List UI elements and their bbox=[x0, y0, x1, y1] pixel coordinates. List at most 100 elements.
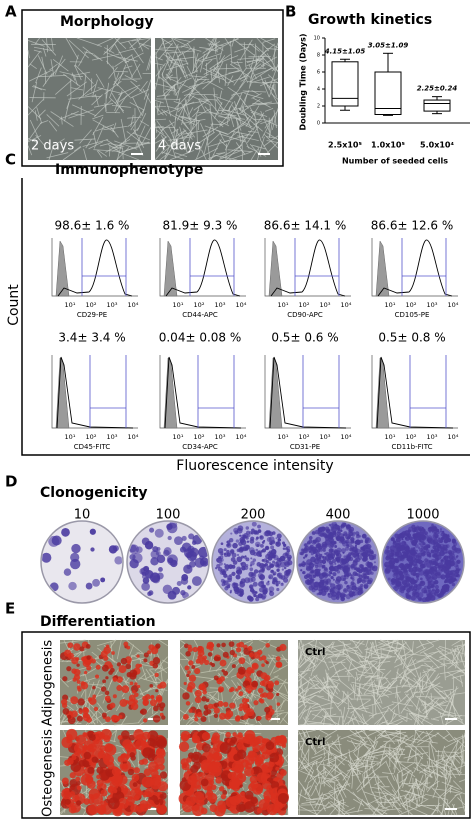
cell bbox=[142, 88, 152, 104]
colony bbox=[250, 557, 253, 560]
colony bbox=[275, 580, 278, 583]
colony bbox=[327, 593, 330, 596]
colony bbox=[405, 594, 408, 598]
stain bbox=[196, 784, 202, 790]
stain bbox=[180, 730, 191, 741]
cell bbox=[326, 759, 337, 765]
cell bbox=[359, 671, 373, 675]
cell bbox=[66, 81, 87, 97]
stain bbox=[242, 702, 248, 708]
cell bbox=[329, 783, 351, 793]
cell bbox=[251, 144, 267, 150]
colony bbox=[334, 562, 337, 565]
colony bbox=[346, 554, 352, 560]
stain bbox=[201, 696, 207, 702]
colony bbox=[444, 573, 450, 579]
stain bbox=[270, 780, 280, 790]
colony bbox=[435, 535, 438, 539]
cell bbox=[169, 139, 177, 159]
cell bbox=[219, 145, 243, 159]
stain bbox=[156, 738, 167, 749]
cell bbox=[328, 678, 340, 685]
cell bbox=[239, 63, 262, 81]
colony bbox=[393, 565, 399, 571]
cell bbox=[445, 777, 452, 791]
panel-title: Immunophenotype bbox=[55, 162, 203, 178]
cell bbox=[247, 130, 259, 133]
cell bbox=[204, 106, 224, 128]
cell bbox=[108, 66, 118, 79]
cell bbox=[219, 90, 223, 99]
stain bbox=[143, 718, 148, 723]
x-tick-label: 10³ bbox=[107, 301, 118, 309]
cell bbox=[422, 639, 440, 646]
cell bbox=[244, 92, 264, 99]
colony bbox=[420, 543, 424, 548]
colony bbox=[304, 545, 310, 551]
stain bbox=[181, 762, 190, 771]
stain bbox=[76, 780, 81, 786]
colony bbox=[445, 550, 449, 554]
stain bbox=[259, 698, 265, 704]
cell bbox=[230, 114, 253, 128]
cell bbox=[428, 702, 450, 714]
stain bbox=[64, 798, 71, 805]
cell bbox=[366, 648, 392, 658]
colony bbox=[414, 566, 420, 572]
colony bbox=[141, 537, 150, 546]
cell bbox=[371, 694, 382, 708]
cell bbox=[381, 692, 390, 698]
cell bbox=[364, 659, 385, 675]
colony bbox=[365, 566, 372, 572]
colony bbox=[307, 580, 310, 583]
colony bbox=[431, 565, 438, 572]
cell bbox=[406, 690, 419, 702]
stain bbox=[193, 761, 201, 770]
cell bbox=[305, 729, 317, 753]
cell bbox=[156, 129, 167, 138]
cell bbox=[349, 705, 373, 714]
colony bbox=[433, 548, 439, 555]
cell bbox=[157, 101, 162, 113]
cell bbox=[199, 53, 205, 73]
stain bbox=[87, 803, 99, 815]
cell bbox=[240, 77, 249, 82]
cell bbox=[297, 695, 316, 709]
cell bbox=[331, 646, 359, 653]
stain bbox=[215, 777, 223, 784]
colony bbox=[302, 570, 306, 575]
cell bbox=[384, 795, 386, 806]
cell bbox=[374, 780, 382, 786]
colony bbox=[239, 534, 242, 537]
cell bbox=[203, 128, 211, 155]
cell bbox=[224, 37, 231, 47]
cell bbox=[192, 93, 218, 96]
colony bbox=[401, 579, 407, 585]
cell bbox=[271, 42, 279, 61]
colony bbox=[259, 574, 265, 581]
cell bbox=[376, 707, 390, 726]
colony bbox=[409, 586, 412, 589]
colony bbox=[448, 581, 452, 585]
cell bbox=[298, 682, 319, 695]
colony bbox=[451, 580, 454, 583]
colony bbox=[449, 552, 455, 559]
cell bbox=[33, 49, 42, 53]
cell bbox=[327, 792, 346, 810]
colony bbox=[443, 555, 448, 561]
cell bbox=[120, 118, 127, 144]
cell bbox=[108, 639, 117, 650]
x-tick-label: 10² bbox=[194, 301, 205, 309]
colony bbox=[321, 543, 328, 550]
sample-histogram bbox=[164, 356, 242, 429]
stain bbox=[219, 659, 227, 667]
colony bbox=[401, 538, 404, 541]
cell bbox=[313, 675, 332, 697]
stain bbox=[157, 684, 162, 689]
colony bbox=[393, 572, 397, 576]
cell bbox=[266, 48, 279, 50]
cell bbox=[328, 801, 339, 812]
cell bbox=[388, 683, 412, 689]
colony bbox=[268, 536, 275, 543]
cell bbox=[430, 683, 452, 700]
